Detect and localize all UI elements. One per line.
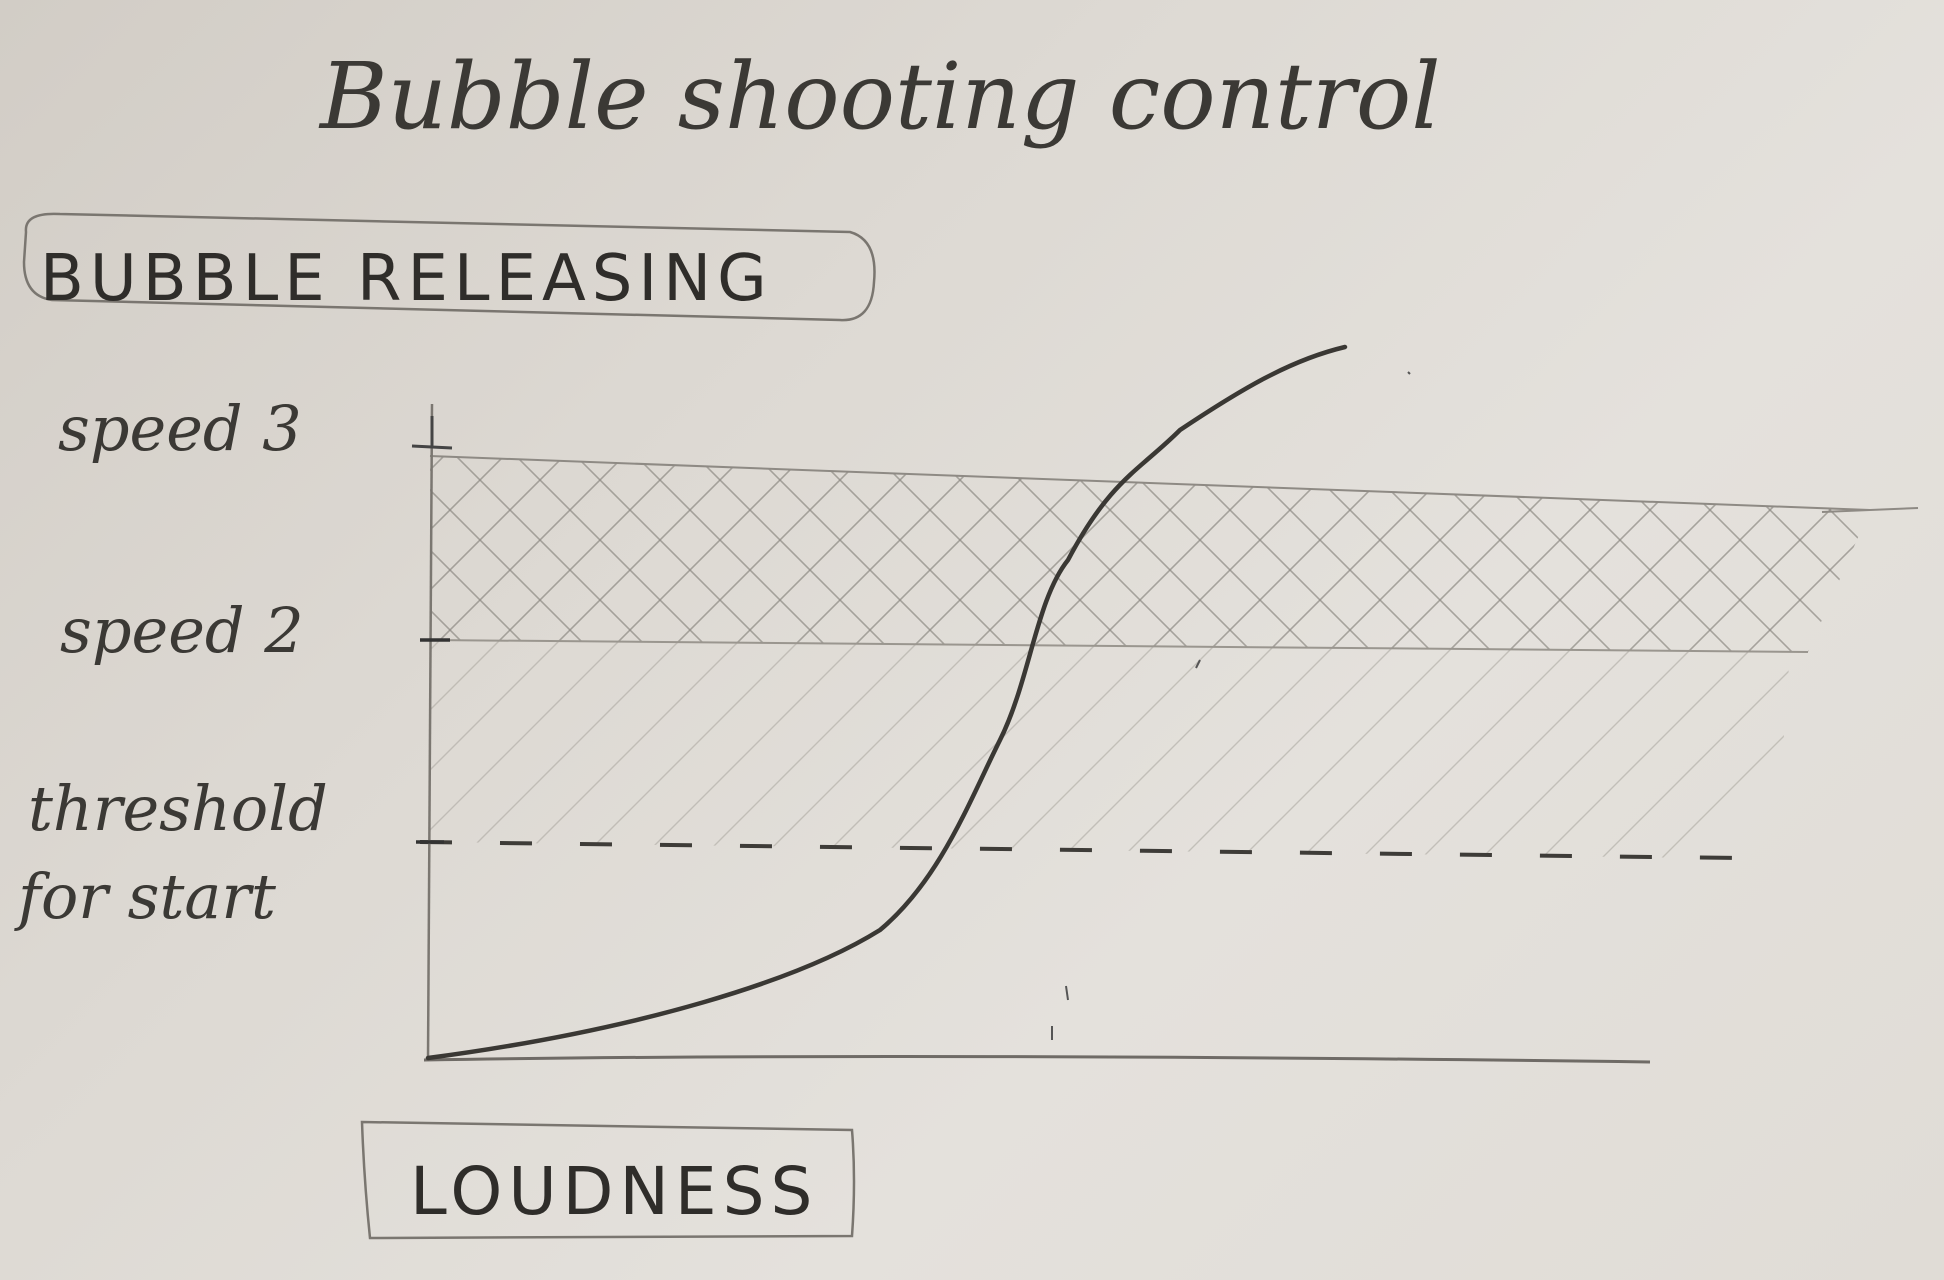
y-axis-label: BUBBLE RELEASING xyxy=(40,242,773,316)
speed3-tick xyxy=(411,416,453,450)
response-curve xyxy=(425,344,1348,1061)
pencil-specks xyxy=(1051,371,1411,1040)
threshold-to-speed2-band xyxy=(430,640,1790,858)
speed2-level-line xyxy=(429,639,1809,653)
x-axis-line xyxy=(423,1054,1651,1064)
y-axis-line xyxy=(426,403,434,1061)
x-axis-label-frame xyxy=(360,1120,856,1240)
y-axis-label-frame xyxy=(22,212,876,322)
threshold-label-line2: for start xyxy=(14,860,276,933)
x-axis-label: LOUDNESS xyxy=(410,1153,818,1230)
speed2-to-speed3-band xyxy=(430,456,1870,652)
speed2-label: speed 2 xyxy=(60,594,304,667)
threshold-label-line1: threshold xyxy=(28,772,328,845)
speed3-label: speed 3 xyxy=(58,392,302,465)
speed3-level-line xyxy=(429,455,1919,513)
diagram-title: Bubble shooting control xyxy=(318,43,1441,150)
threshold-dashed-line xyxy=(419,840,1739,860)
